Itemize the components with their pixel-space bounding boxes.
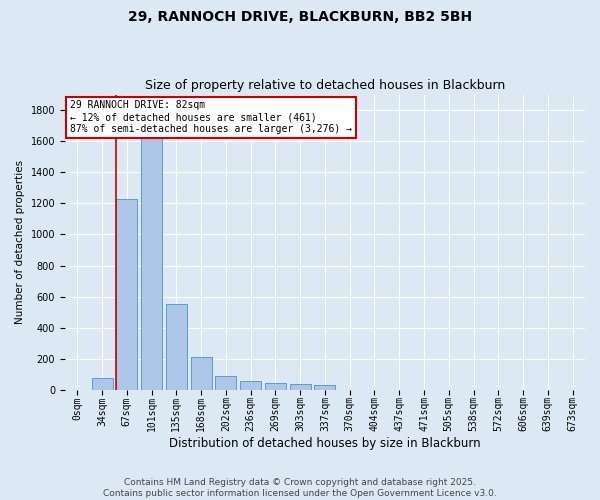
Bar	[141, 134, 162, 390]
Bar	[314, 384, 335, 390]
Bar	[92, 378, 113, 390]
Text: 29, RANNOCH DRIVE, BLACKBURN, BB2 5BH: 29, RANNOCH DRIVE, BLACKBURN, BB2 5BH	[128, 10, 472, 24]
Bar	[265, 383, 286, 390]
Bar	[215, 376, 236, 390]
Bar	[116, 200, 137, 390]
Title: Size of property relative to detached houses in Blackburn: Size of property relative to detached ho…	[145, 79, 505, 92]
Bar	[240, 382, 261, 390]
Bar	[191, 356, 212, 390]
Text: Contains HM Land Registry data © Crown copyright and database right 2025.
Contai: Contains HM Land Registry data © Crown c…	[103, 478, 497, 498]
Text: 29 RANNOCH DRIVE: 82sqm
← 12% of detached houses are smaller (461)
87% of semi-d: 29 RANNOCH DRIVE: 82sqm ← 12% of detache…	[70, 100, 352, 134]
Bar	[166, 304, 187, 390]
Bar	[290, 384, 311, 390]
Y-axis label: Number of detached properties: Number of detached properties	[15, 160, 25, 324]
X-axis label: Distribution of detached houses by size in Blackburn: Distribution of detached houses by size …	[169, 437, 481, 450]
